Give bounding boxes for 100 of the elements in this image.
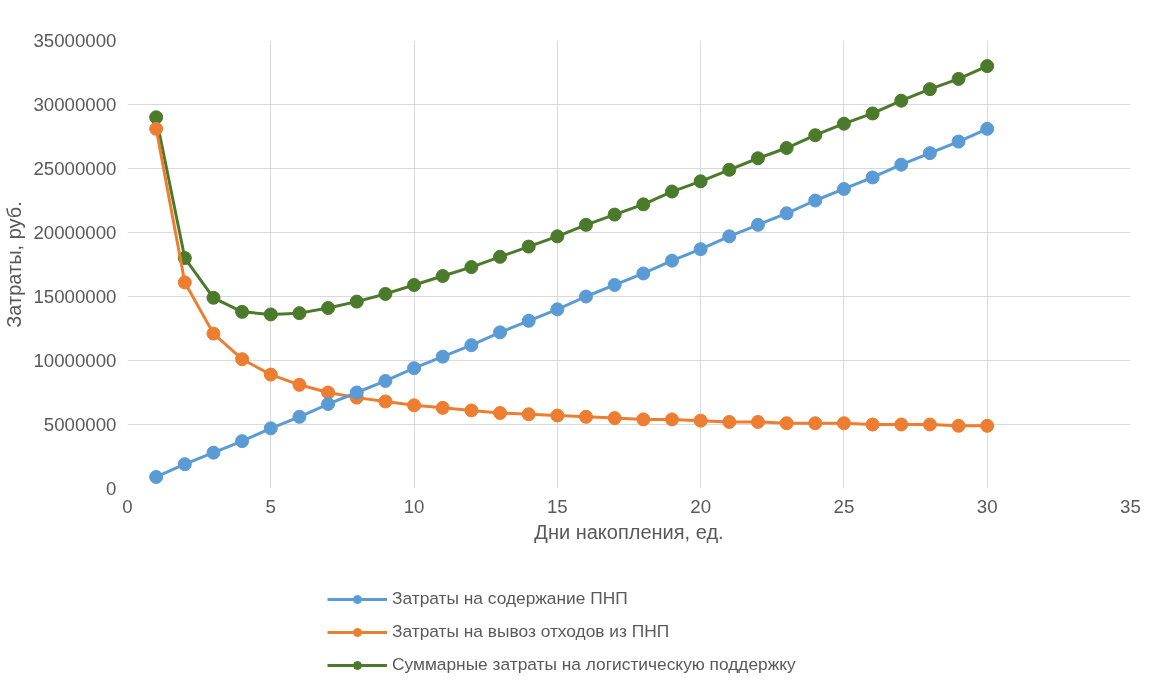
point [206, 445, 221, 460]
point [693, 413, 708, 428]
point [980, 121, 995, 136]
point [980, 418, 995, 433]
legend-label: Суммарные затраты на логистическую поддержку [392, 654, 796, 675]
point [664, 412, 679, 427]
point [607, 207, 622, 222]
point [292, 409, 307, 424]
point [407, 361, 422, 376]
point [464, 338, 479, 353]
point [378, 373, 393, 388]
point [750, 217, 765, 232]
point [321, 397, 336, 412]
point [206, 326, 221, 341]
y-axis-title: Затраты, руб. [3, 201, 26, 328]
y-tick-label: 15000000 [33, 286, 117, 307]
point [865, 417, 880, 432]
point [263, 307, 278, 322]
point [664, 253, 679, 268]
point [693, 174, 708, 189]
point [636, 266, 651, 281]
point [607, 411, 622, 426]
point [263, 421, 278, 436]
point [149, 110, 164, 125]
y-tick-label: 20000000 [33, 222, 117, 243]
point [808, 193, 823, 208]
point [378, 394, 393, 409]
point [521, 239, 536, 254]
point [722, 229, 737, 244]
point [894, 157, 909, 172]
point [579, 289, 594, 304]
point [836, 116, 851, 131]
point [149, 121, 164, 136]
y-tick-label: 25000000 [33, 158, 117, 179]
point [493, 405, 508, 420]
point [435, 269, 450, 284]
x-tick-label: 10 [403, 495, 425, 517]
point [722, 414, 737, 429]
point [922, 417, 937, 432]
point [235, 304, 250, 319]
point [951, 71, 966, 86]
x-tick-label: 5 [265, 495, 276, 517]
y-tick-label: 30000000 [33, 94, 117, 115]
point [407, 277, 422, 292]
point [922, 82, 937, 97]
point [779, 206, 794, 221]
point [464, 260, 479, 275]
point [579, 217, 594, 232]
point [894, 417, 909, 432]
x-tick-label: 15 [546, 495, 568, 517]
point [922, 146, 937, 161]
point [378, 286, 393, 301]
point [235, 352, 250, 367]
point [493, 325, 508, 340]
point [951, 418, 966, 433]
point [177, 457, 192, 472]
point [779, 141, 794, 156]
point [521, 407, 536, 422]
y-tick-label: 0 [106, 478, 117, 499]
y-tick-label: 35000000 [33, 30, 117, 51]
point [206, 290, 221, 305]
point [177, 275, 192, 290]
legend-label: Затраты на содержание ПНП [392, 588, 628, 609]
point [693, 242, 708, 257]
point [980, 59, 995, 74]
point [550, 408, 565, 423]
point [349, 385, 364, 400]
point [579, 409, 594, 424]
point [779, 416, 794, 431]
point [292, 377, 307, 392]
point [521, 313, 536, 328]
point [407, 398, 422, 413]
point [664, 184, 679, 199]
y-tick-label: 5000000 [43, 414, 117, 435]
point [292, 306, 307, 321]
point [435, 400, 450, 415]
point [808, 416, 823, 431]
x-tick-label: 30 [976, 495, 998, 517]
point [263, 367, 278, 382]
x-tick-label: 25 [833, 495, 855, 517]
point [550, 302, 565, 317]
point [808, 128, 823, 143]
legend-label: Затраты на вывоз отходов из ПНП [392, 621, 670, 642]
point [321, 301, 336, 316]
point [321, 385, 336, 400]
point [951, 134, 966, 149]
point [750, 151, 765, 166]
point [607, 277, 622, 292]
x-tick-label: 35 [1120, 495, 1141, 517]
x-tick-label: 0 [122, 495, 133, 517]
point [865, 106, 880, 121]
point [836, 416, 851, 431]
point [750, 414, 765, 429]
point [149, 469, 164, 484]
point [836, 181, 851, 196]
point [435, 349, 450, 364]
point [349, 294, 364, 309]
point [722, 162, 737, 177]
point [894, 93, 909, 108]
point [493, 249, 508, 264]
